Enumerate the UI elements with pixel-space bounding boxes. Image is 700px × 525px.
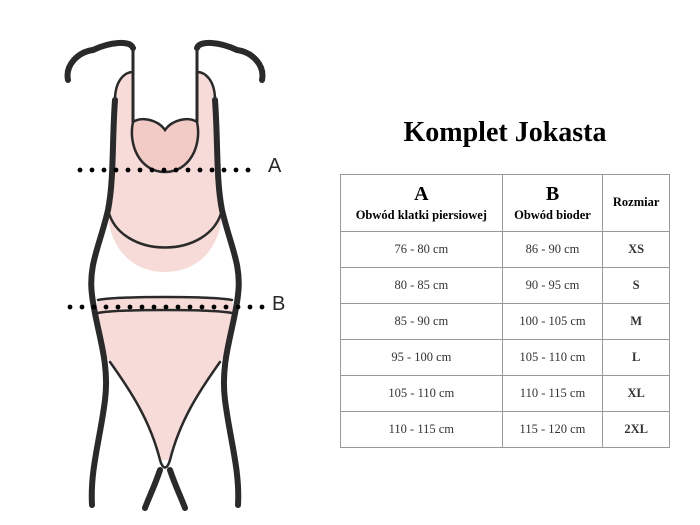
cell-b: 110 - 115 cm (502, 376, 603, 412)
inner-leg-left (145, 470, 160, 508)
cell-b: 115 - 120 cm (502, 412, 603, 448)
col-a-desc: Obwód klatki piersiowej (347, 208, 496, 224)
cell-size: 2XL (603, 412, 670, 448)
outline-right (215, 50, 262, 505)
cell-a: 80 - 85 cm (341, 268, 503, 304)
cell-size: XL (603, 376, 670, 412)
cell-b: 86 - 90 cm (502, 232, 603, 268)
col-b-desc: Obwód bioder (509, 208, 597, 224)
cell-a: 95 - 100 cm (341, 340, 503, 376)
size-chart-container: A B Komplet Jokasta A Obwód klatki piers… (0, 0, 700, 525)
cell-a: 110 - 115 cm (341, 412, 503, 448)
size-table: A Obwód klatki piersiowej B Obwód bioder… (340, 174, 670, 449)
table-row: 85 - 90 cm 100 - 105 cm M (341, 304, 670, 340)
col-a-header: A Obwód klatki piersiowej (341, 174, 503, 232)
figure-panel: A B (0, 0, 330, 525)
shoulder-right (197, 43, 237, 50)
marker-a-label: A (268, 155, 281, 178)
cell-size: M (603, 304, 670, 340)
table-header-row: A Obwód klatki piersiowej B Obwód bioder… (341, 174, 670, 232)
size-table-body: 76 - 80 cm 86 - 90 cm XS 80 - 85 cm 90 -… (341, 232, 670, 448)
body-figure-svg (20, 10, 310, 520)
cell-size: S (603, 268, 670, 304)
brief-fill (96, 297, 234, 460)
cell-a: 85 - 90 cm (341, 304, 503, 340)
chart-title: Komplet Jokasta (340, 117, 670, 149)
table-row: 105 - 110 cm 110 - 115 cm XL (341, 376, 670, 412)
table-panel: Komplet Jokasta A Obwód klatki piersiowe… (330, 77, 700, 449)
table-row: 110 - 115 cm 115 - 120 cm 2XL (341, 412, 670, 448)
cell-b: 105 - 110 cm (502, 340, 603, 376)
outline-left (68, 50, 115, 505)
col-b-letter: B (509, 183, 597, 206)
cell-size: XS (603, 232, 670, 268)
cell-b: 100 - 105 cm (502, 304, 603, 340)
shoulder-left (93, 43, 133, 50)
col-b-header: B Obwód bioder (502, 174, 603, 232)
table-row: 95 - 100 cm 105 - 110 cm L (341, 340, 670, 376)
measure-line-a (78, 168, 251, 173)
table-row: 76 - 80 cm 86 - 90 cm XS (341, 232, 670, 268)
cell-a: 105 - 110 cm (341, 376, 503, 412)
col-a-letter: A (347, 183, 496, 206)
cell-size: L (603, 340, 670, 376)
inner-leg-right (170, 470, 185, 508)
cell-a: 76 - 80 cm (341, 232, 503, 268)
col-size-desc: Rozmiar (609, 195, 663, 211)
col-size-header: Rozmiar (603, 174, 670, 232)
marker-b-label: B (272, 293, 285, 316)
table-row: 80 - 85 cm 90 - 95 cm S (341, 268, 670, 304)
cell-b: 90 - 95 cm (502, 268, 603, 304)
